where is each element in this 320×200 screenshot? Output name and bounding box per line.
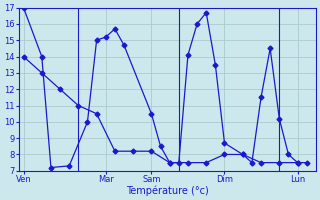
- X-axis label: Température (°c): Température (°c): [126, 185, 209, 196]
